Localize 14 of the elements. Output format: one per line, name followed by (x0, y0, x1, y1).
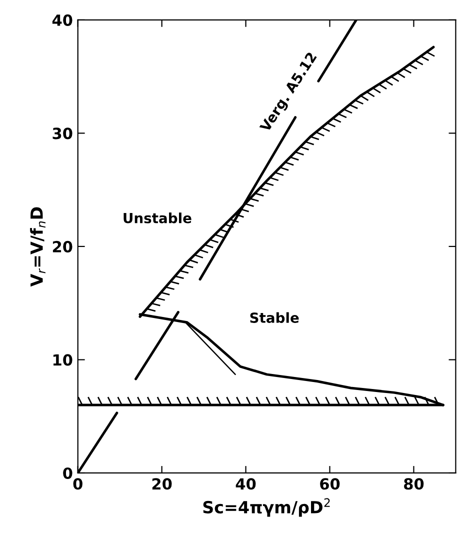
annotation: Stable (250, 312, 299, 323)
y-tick-label: 10 (53, 354, 72, 366)
x-tick-label: 40 (236, 478, 256, 490)
x-tick-label: 80 (404, 478, 424, 490)
x-tick-label: 60 (320, 478, 340, 490)
y-tick-label: 0 (63, 467, 72, 480)
annotation: Unstable (124, 212, 192, 224)
x-tick-label: 20 (152, 478, 172, 490)
y-tick-label: 30 (52, 128, 72, 140)
y-tick-label: 40 (52, 14, 72, 26)
y-tick-label: 20 (52, 240, 72, 252)
x-axis-title: Sc=4πγm/ρD$^{2}$ (203, 498, 330, 517)
x-tick-label: 0 (73, 478, 82, 490)
y-axis-title: V$_{r}$=V/f$_{n}$D (30, 207, 46, 287)
